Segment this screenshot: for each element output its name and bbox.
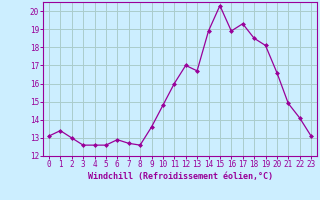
X-axis label: Windchill (Refroidissement éolien,°C): Windchill (Refroidissement éolien,°C) xyxy=(87,172,273,181)
